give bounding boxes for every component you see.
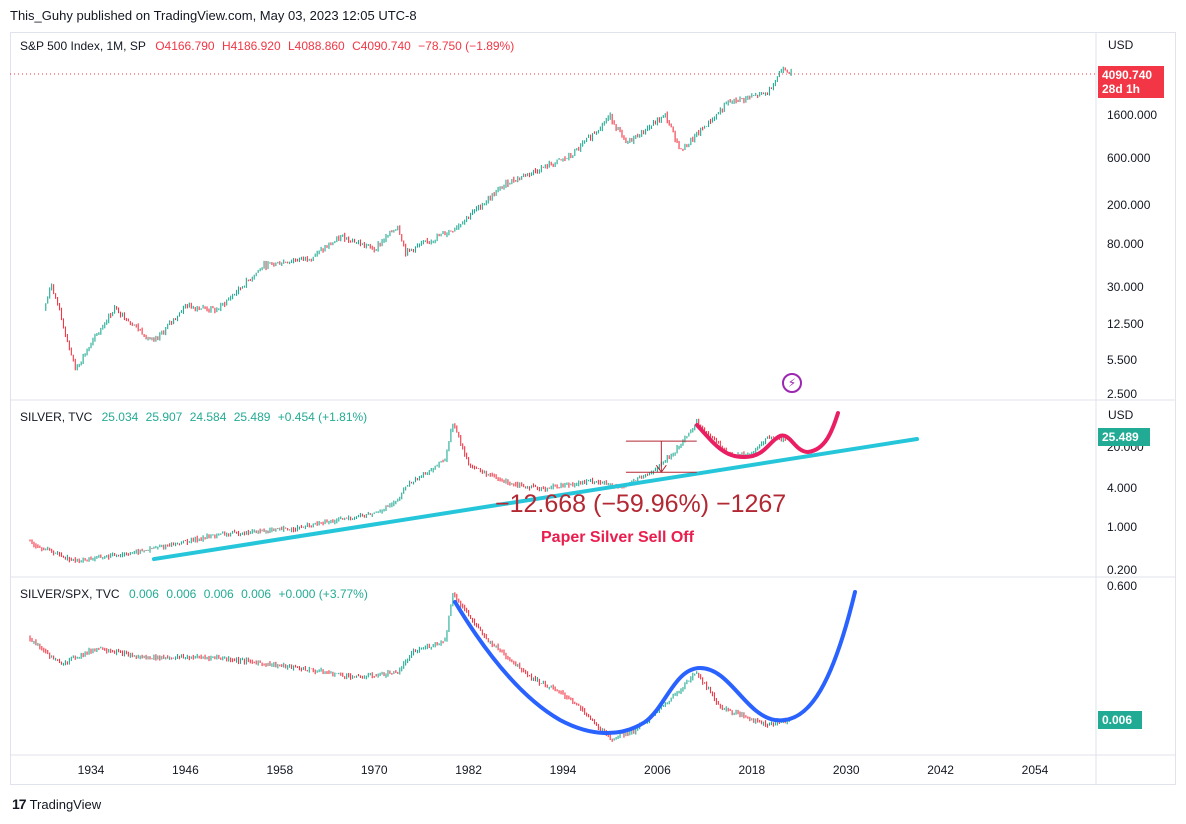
red-projection-curve[interactable] xyxy=(695,411,840,460)
silver-tick: 0.200 xyxy=(1107,563,1138,577)
ratio-open: 0.006 xyxy=(128,587,159,601)
silver-high: 25.907 xyxy=(145,410,183,424)
lightning-icon[interactable]: ⚡ xyxy=(782,373,802,393)
measure-arrowhead[interactable] xyxy=(655,464,667,474)
footer: 17 TradingView xyxy=(12,796,101,812)
time-axis-tick: 2018 xyxy=(738,763,765,777)
spx-legend: S&P 500 Index, 1M, SP O4166.790 H4186.92… xyxy=(20,39,518,53)
spx-open: O4166.790 xyxy=(155,39,215,53)
time-axis-tick: 1982 xyxy=(455,763,482,777)
spx-tick: 600.000 xyxy=(1107,151,1151,165)
silver-tick: 4.000 xyxy=(1107,481,1138,495)
measure-label[interactable]: −12.668 (−59.96%) −1267 xyxy=(495,490,787,518)
footer-brand: TradingView xyxy=(29,796,102,812)
ratio-symbol: SILVER/SPX, TVC xyxy=(20,587,120,601)
ratio-price-tag: 0.006 xyxy=(1098,711,1142,729)
silver-tick: 1.000 xyxy=(1107,520,1138,534)
time-axis-tick: 1994 xyxy=(550,763,577,777)
tradingview-logo-icon: 17 xyxy=(12,796,27,812)
spx-symbol: S&P 500 Index, 1M, SP xyxy=(20,39,146,53)
spx-tick: 2.500 xyxy=(1107,387,1138,401)
silver-currency: USD xyxy=(1108,408,1134,422)
ratio-high: 0.006 xyxy=(166,587,197,601)
spx-tick: 200.000 xyxy=(1107,198,1151,212)
spx-countdown: 28d 1h xyxy=(1102,82,1141,96)
silver-low: 24.584 xyxy=(189,410,227,424)
spx-tick: 80.000 xyxy=(1107,237,1144,251)
time-axis-tick: 2030 xyxy=(833,763,860,777)
support-trendline[interactable] xyxy=(151,436,919,562)
silver-price-tag: 25.489 xyxy=(1098,428,1150,446)
time-axis-tick: 2054 xyxy=(1022,763,1049,777)
blue-projection-curve[interactable] xyxy=(453,590,857,735)
time-axis-tick: 1958 xyxy=(266,763,293,777)
time-axis-tick: 1946 xyxy=(172,763,199,777)
spx-currency: USD xyxy=(1108,38,1134,52)
spx-high: H4186.920 xyxy=(221,39,281,53)
sell-off-note[interactable]: Paper Silver Sell Off xyxy=(541,529,694,546)
spx-tick: 12.500 xyxy=(1107,317,1144,331)
spx-tick: 5.500 xyxy=(1107,353,1138,367)
spx-tick: 1600.000 xyxy=(1107,108,1158,122)
ratio-tick: 0.600 xyxy=(1107,579,1138,593)
silver-symbol: SILVER, TVC xyxy=(20,410,93,424)
ratio-legend: SILVER/SPX, TVC 0.006 0.006 0.006 0.006 … xyxy=(20,587,372,601)
time-axis-tick: 2042 xyxy=(927,763,954,777)
spx-change: −78.750 (−1.89%) xyxy=(418,39,515,53)
time-axis-tick: 1970 xyxy=(361,763,388,777)
silver-change: +0.454 (+1.81%) xyxy=(277,410,368,424)
spx-price-tag: 4090.740 28d 1h xyxy=(1098,66,1164,98)
chart-frame xyxy=(10,32,1176,785)
spx-last-price: 4090.740 xyxy=(1102,68,1153,82)
publisher-header: This_Guhy published on TradingView.com, … xyxy=(10,8,417,23)
ratio-change: +0.000 (+3.77%) xyxy=(278,587,368,601)
spx-close: C4090.740 xyxy=(352,39,411,53)
silver-close: 25.489 xyxy=(233,410,271,424)
ratio-close: 0.006 xyxy=(241,587,272,601)
time-axis-tick: 2006 xyxy=(644,763,671,777)
silver-open: 25.034 xyxy=(101,410,139,424)
silver-legend: SILVER, TVC 25.034 25.907 24.584 25.489 … xyxy=(20,410,371,424)
spx-tick: 30.000 xyxy=(1107,280,1144,294)
time-axis-tick: 1934 xyxy=(78,763,105,777)
ratio-low: 0.006 xyxy=(203,587,234,601)
spx-low: L4088.860 xyxy=(288,39,345,53)
